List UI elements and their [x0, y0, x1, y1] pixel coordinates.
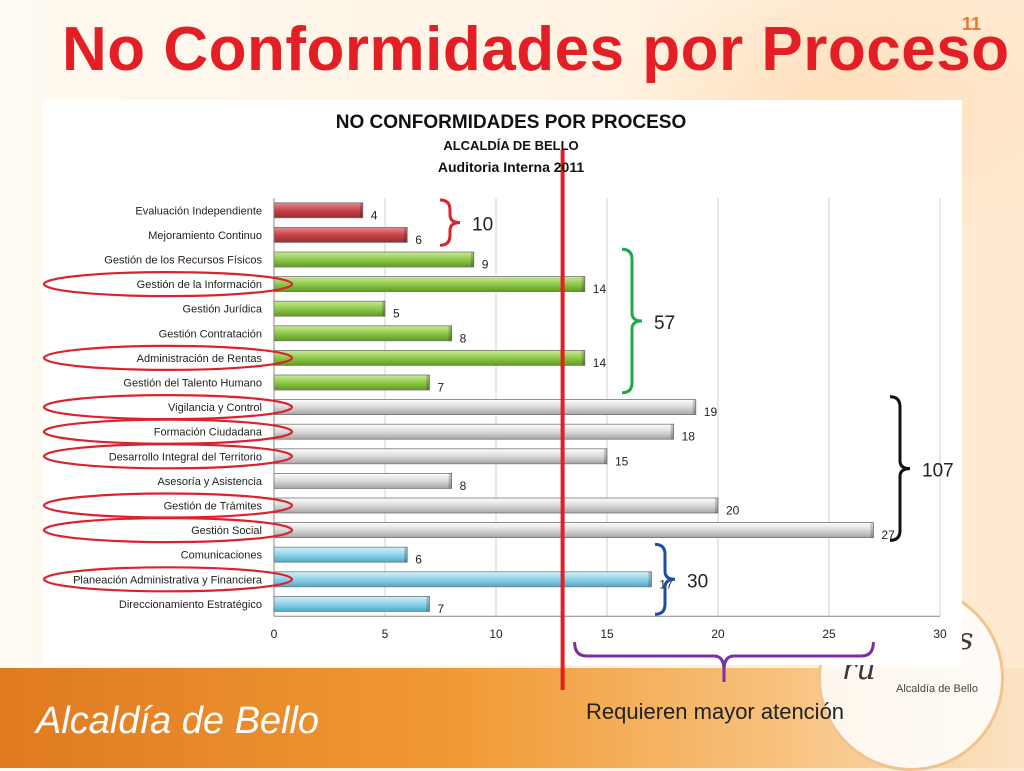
value-label: 8 — [460, 479, 467, 493]
x-tick-label: 30 — [933, 627, 947, 641]
bar — [273, 202, 364, 219]
value-label: 5 — [393, 307, 400, 321]
category-label: Formación Ciudadana — [154, 427, 263, 439]
group-bracket — [439, 198, 461, 247]
category-label: Vigilancia y Control — [168, 402, 262, 414]
slide-title: No Conformidades por Proceso — [62, 15, 1010, 84]
bar — [273, 399, 697, 416]
group-bracket — [654, 542, 676, 616]
bar-edge — [581, 350, 585, 366]
x-tick-label: 20 — [711, 627, 725, 641]
bar-edge — [648, 571, 652, 587]
chart-panel — [44, 100, 962, 665]
highlight-circle — [42, 271, 294, 298]
group-bracket — [621, 247, 643, 395]
bar — [273, 300, 386, 317]
group-total-label: 107 — [922, 461, 954, 482]
x-tick-label: 15 — [600, 627, 614, 641]
category-label: Evaluación Independiente — [135, 205, 262, 217]
category-label: Gestión de Trámites — [164, 501, 263, 513]
bar — [273, 472, 453, 489]
bar — [273, 349, 586, 366]
category-label: Mejoramiento Continuo — [148, 230, 262, 242]
highlight-circle — [42, 344, 294, 371]
group-total-label: 10 — [472, 215, 493, 236]
footer-logo: Alcaldía de Bello — [36, 700, 320, 742]
requieren-label: Requieren mayor atención — [586, 699, 845, 724]
category-label: Gestión Contratación — [159, 328, 262, 340]
bar — [273, 522, 874, 538]
attention-bracket — [573, 641, 875, 671]
category-label: Direccionamiento Estratégico — [119, 599, 262, 611]
bar — [273, 546, 408, 563]
value-label: 6 — [415, 553, 422, 567]
bar-edge — [426, 375, 430, 390]
x-tick-label: 0 — [271, 627, 278, 641]
value-label: 19 — [704, 405, 718, 419]
value-label: 4 — [371, 208, 378, 222]
chart-subtitle-2: Auditoria Interna 2011 — [438, 159, 584, 175]
bar-edge — [604, 448, 607, 464]
bar-edge — [404, 547, 408, 563]
bar-edge — [448, 325, 452, 341]
bar — [273, 423, 675, 440]
bar-edge — [359, 202, 363, 218]
bar — [273, 571, 652, 588]
category-label: Comunicaciones — [181, 550, 263, 562]
highlight-circle — [42, 566, 294, 593]
category-label: Gestión Jurídica — [183, 304, 263, 316]
bar-edge — [448, 473, 452, 489]
category-label: Gestión del Talento Humano — [123, 378, 262, 390]
group-bracket — [889, 395, 911, 542]
value-label: 7 — [437, 381, 444, 395]
bar-edge — [382, 301, 385, 317]
value-label: 18 — [682, 430, 696, 444]
bar-edge — [870, 522, 874, 538]
bar — [273, 448, 608, 465]
category-label: Planeación Administrativa y Financiera — [73, 574, 263, 586]
seal-text: Alcaldía de Bello — [896, 683, 978, 695]
category-label: Gestión Social — [191, 525, 262, 537]
category-label: Administración de Rentas — [137, 353, 263, 365]
group-total-label: 57 — [654, 313, 675, 334]
bar — [273, 276, 586, 293]
bar — [273, 325, 453, 342]
bar — [273, 497, 719, 514]
bar — [273, 226, 408, 243]
value-label: 14 — [593, 356, 607, 370]
category-label: Desarrollo Integral del Territorio — [109, 451, 262, 463]
bar-edge — [404, 227, 408, 243]
highlight-circle — [42, 516, 294, 544]
bar-edge — [692, 399, 696, 415]
slide-number: 11 — [962, 14, 982, 34]
bar-edge — [715, 498, 718, 513]
bar-edge — [581, 276, 585, 292]
category-label: Gestión de los Recursos Físicos — [104, 255, 262, 267]
value-label: 9 — [482, 258, 489, 272]
group-total-label: 30 — [687, 571, 708, 592]
bar — [273, 596, 430, 612]
chart-subtitle: ALCALDÍA DE BELLO — [443, 138, 578, 153]
value-label: 7 — [437, 602, 444, 616]
value-label: 6 — [415, 233, 422, 247]
value-label: 20 — [726, 504, 740, 518]
highlight-circle — [42, 443, 294, 470]
bar-edge — [470, 252, 474, 267]
x-tick-label: 10 — [489, 627, 503, 641]
value-label: 27 — [881, 528, 895, 542]
category-label: Gestión de la Información — [137, 279, 262, 291]
value-label: 14 — [593, 282, 607, 296]
x-tick-label: 25 — [822, 627, 836, 641]
value-label: 15 — [615, 454, 629, 468]
bar-edge — [670, 424, 674, 440]
bar-edge — [426, 596, 430, 612]
category-label: Asesoría y Asistencia — [157, 476, 262, 488]
bar — [273, 251, 475, 268]
value-label: 8 — [460, 331, 467, 345]
x-tick-label: 5 — [382, 627, 389, 641]
bar — [273, 374, 430, 391]
chart-title: NO CONFORMIDADES POR PROCESO — [336, 112, 686, 133]
